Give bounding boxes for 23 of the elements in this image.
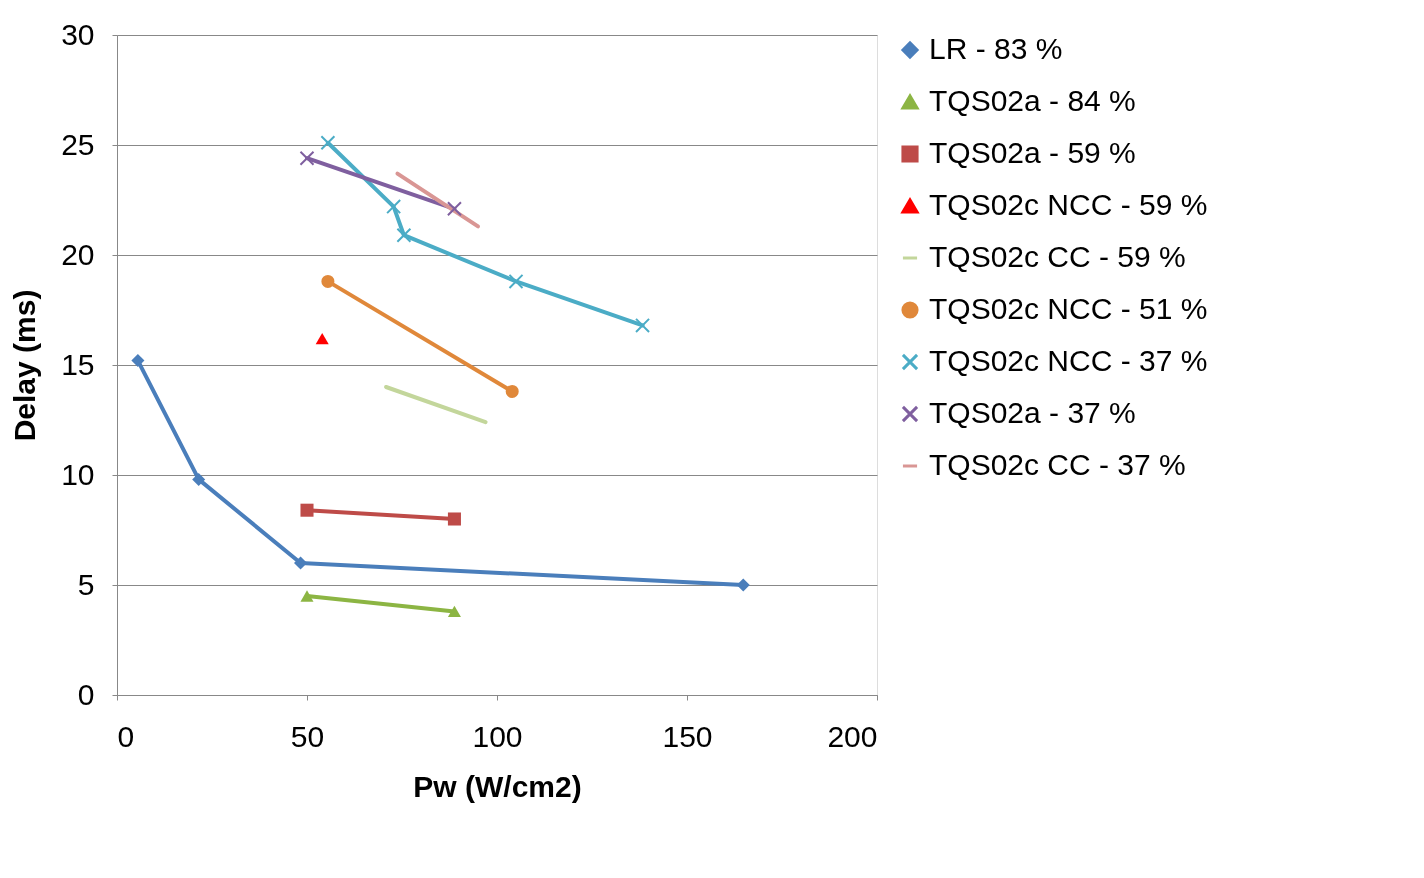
y-tick-label: 30 — [61, 17, 95, 51]
y-tick-label: 20 — [61, 237, 95, 271]
legend-label: TQS02c NCC - 37 % — [929, 344, 1208, 377]
legend-label: TQS02a - 37 % — [929, 396, 1136, 429]
y-tick-label: 15 — [61, 347, 95, 381]
y-tick-label: 5 — [77, 567, 95, 601]
x-axis-title: Pw (W/cm2) — [413, 769, 582, 803]
legend-label: TQS02a - 59 % — [929, 136, 1136, 169]
legend-label: TQS02c CC - 37 % — [929, 448, 1186, 481]
legend-label: LR - 83 % — [929, 32, 1063, 65]
x-tick-label: 0 — [117, 719, 135, 753]
legend-label: TQS02c CC - 59 % — [929, 240, 1186, 273]
x-tick-label: 200 — [827, 719, 878, 753]
y-tick-label: 0 — [77, 677, 95, 711]
x-tick-label: 150 — [662, 719, 713, 753]
x-tick-label: 100 — [472, 719, 523, 753]
legend-label: TQS02c NCC - 59 % — [929, 188, 1208, 221]
y-axis-title: Delay (ms) — [8, 289, 42, 442]
legend-label: TQS02c NCC - 51 % — [929, 292, 1208, 325]
x-tick-label: 50 — [290, 719, 325, 753]
legend-label: TQS02a - 84 % — [929, 84, 1136, 117]
y-tick-label: 10 — [61, 457, 95, 491]
y-tick-label: 25 — [61, 127, 95, 161]
